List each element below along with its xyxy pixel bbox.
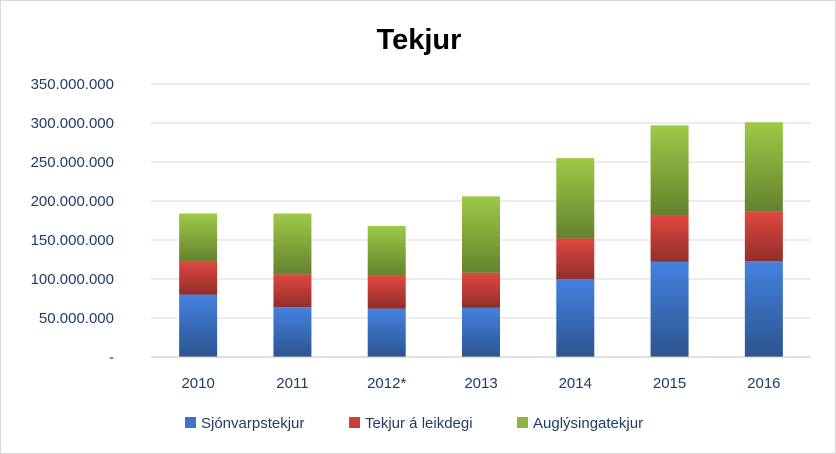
bar-segment bbox=[556, 158, 595, 239]
legend-label: Sjónvarpstekjur bbox=[201, 415, 304, 432]
bar-segment bbox=[650, 261, 689, 357]
bar-segment bbox=[273, 274, 312, 308]
bar-segment bbox=[367, 275, 406, 309]
bar-segment bbox=[462, 272, 500, 308]
bar-segment bbox=[556, 279, 595, 357]
y-tick-label: 200.000.000 bbox=[31, 193, 114, 210]
bar-segment bbox=[744, 122, 783, 212]
bar-segment bbox=[650, 125, 689, 216]
bar-segment bbox=[273, 213, 312, 275]
chart-title: Tekjur bbox=[377, 24, 462, 56]
bar-segment bbox=[462, 307, 500, 357]
bar-segment bbox=[462, 196, 500, 273]
bar-segment bbox=[273, 307, 312, 357]
bar-segment bbox=[556, 238, 595, 279]
x-tick-label: 2013 bbox=[464, 375, 497, 392]
legend: Sjónvarpstekjur Tekjur á leikdegi Auglýsin… bbox=[185, 415, 643, 432]
bar-segment bbox=[179, 294, 218, 357]
bar-segment bbox=[367, 308, 406, 357]
y-tick-label: 250.000.000 bbox=[31, 154, 114, 171]
bar-segment bbox=[179, 261, 218, 295]
bar-segment bbox=[744, 211, 783, 262]
bars bbox=[179, 122, 783, 357]
y-tick-label: 350.000.000 bbox=[31, 76, 114, 93]
x-tick-label: 2012* bbox=[367, 375, 406, 392]
legend-swatch bbox=[517, 417, 528, 428]
legend-swatch bbox=[185, 417, 196, 428]
legend-label: Tekjur á leikdegi bbox=[365, 415, 473, 432]
legend-label: Auglýsingatekjur bbox=[533, 415, 643, 432]
x-tick-label: 2011 bbox=[276, 375, 308, 392]
x-axis: 2010 2011 2012* 2013 2014 2015 2016 bbox=[151, 356, 811, 392]
y-tick-label: 50.000.000 bbox=[39, 310, 114, 327]
y-tick-label: 150.000.000 bbox=[31, 232, 114, 249]
y-tick-label: 100.000.000 bbox=[31, 271, 114, 288]
bar-segment bbox=[744, 261, 783, 357]
legend-swatch bbox=[349, 417, 360, 428]
bar-segment bbox=[179, 213, 218, 262]
x-tick-label: 2015 bbox=[653, 375, 686, 392]
x-tick-label: 2010 bbox=[181, 375, 214, 392]
x-tick-label: 2014 bbox=[559, 375, 592, 392]
bar-segment bbox=[650, 215, 689, 262]
y-axis-tick-labels: - 50.000.000 100.000.000 150.000.000 200.000… bbox=[31, 76, 114, 366]
y-tick-label: 300.000.000 bbox=[31, 115, 114, 132]
y-tick-label: - bbox=[109, 349, 114, 366]
bar-segment bbox=[367, 225, 406, 276]
x-tick-label: 2016 bbox=[747, 375, 780, 392]
